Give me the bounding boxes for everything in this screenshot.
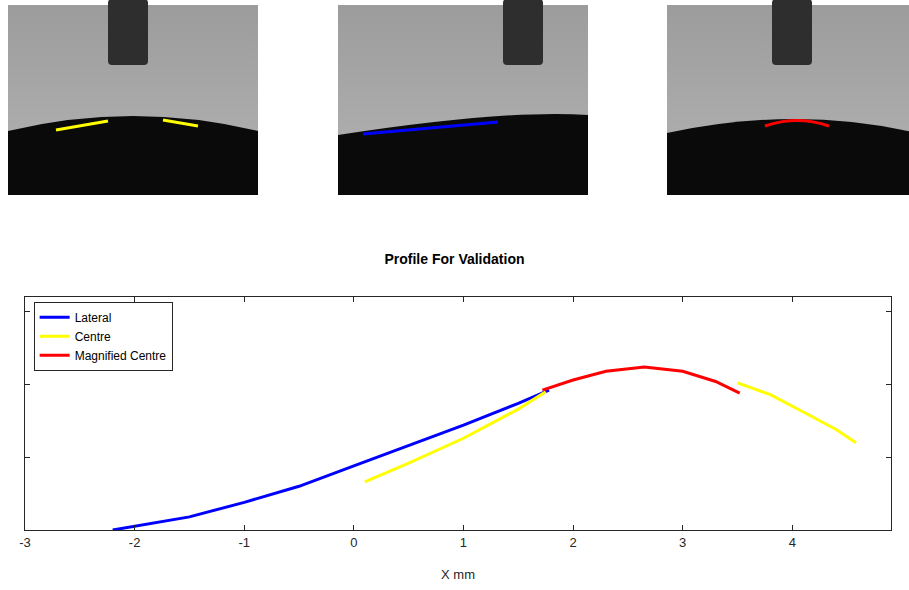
svg-text:1: 1 <box>460 535 467 550</box>
svg-text:2: 2 <box>569 535 576 550</box>
svg-text:Magnified Centre: Magnified Centre <box>75 349 167 363</box>
svg-text:0: 0 <box>350 535 357 550</box>
svg-text:-2: -2 <box>129 535 141 550</box>
svg-text:3: 3 <box>679 535 686 550</box>
svg-text:4: 4 <box>789 535 796 550</box>
svg-text:Profile For Validation: Profile For Validation <box>384 251 524 267</box>
svg-text:-1: -1 <box>238 535 250 550</box>
svg-text:Centre: Centre <box>75 330 111 344</box>
svg-text:Lateral: Lateral <box>75 311 112 325</box>
svg-text:-3: -3 <box>19 535 31 550</box>
svg-text:X mm: X mm <box>441 567 475 582</box>
